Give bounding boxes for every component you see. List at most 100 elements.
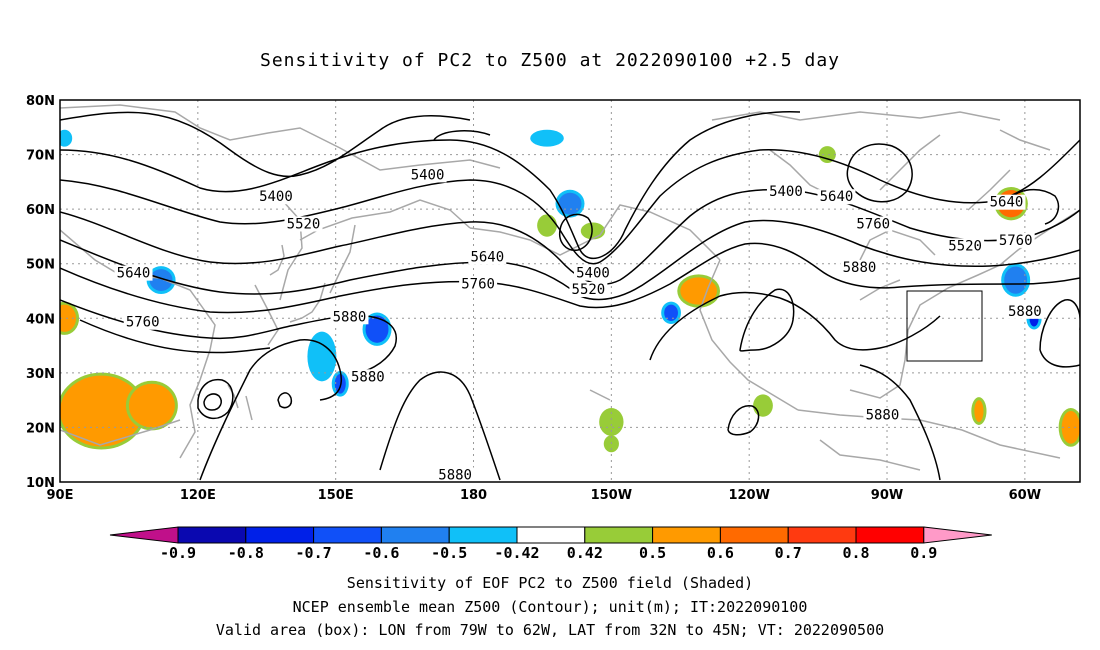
contour-label: 5400 — [576, 266, 610, 282]
sensitivity-blob — [583, 225, 603, 237]
contour-label: 5400 — [769, 184, 803, 200]
sensitivity-blob — [974, 400, 984, 422]
colorbar-low-arrow — [109, 526, 179, 544]
colorbar-label: -0.42 — [494, 544, 539, 562]
lat-tick-label: 30N — [26, 367, 55, 382]
colorbar-label: -0.5 — [431, 544, 467, 562]
contour-label: 5400 — [259, 189, 293, 205]
contour-label-bg — [284, 216, 323, 232]
contour-label: 5760 — [856, 217, 890, 233]
contour-labels: 5400540054005400552055205520564056405640… — [114, 167, 1044, 484]
lon-tick-label: 150W — [591, 488, 632, 503]
contour-label: 5640 — [117, 266, 151, 282]
contour-label-bg — [114, 265, 153, 281]
lon-tick-label: 120W — [728, 488, 769, 503]
contour-label-bg — [330, 309, 369, 325]
caption-valid-area: Valid area (box): LON from 79W to 62W, L… — [215, 621, 885, 639]
colorbar-swatch — [855, 526, 925, 544]
sensitivity-blob — [60, 304, 77, 332]
lon-tick-label: 60W — [1009, 488, 1041, 503]
contour-label-bg — [408, 167, 447, 183]
contour-label-bg — [1005, 303, 1044, 319]
sensitivity-shading-layer — [60, 129, 1080, 453]
colorbar-label: 0.5 — [639, 544, 666, 562]
lon-tick-label: 180 — [460, 488, 487, 503]
colorbar-swatch — [448, 526, 518, 544]
lat-tick-label: 10N — [26, 476, 55, 491]
contour-label: 5520 — [287, 217, 321, 233]
contour-label: 5880 — [333, 309, 367, 325]
contour-label: 5760 — [126, 315, 160, 331]
map-frame — [59, 99, 1081, 483]
contour-label-bg — [987, 194, 1026, 210]
contour-label-bg — [569, 282, 608, 297]
sensitivity-blob — [310, 334, 334, 379]
contour-label: 5760 — [999, 233, 1033, 249]
sensitivity-blob — [149, 269, 173, 292]
contour-label: 5760 — [461, 277, 495, 293]
contour-label-bg — [436, 467, 475, 483]
contour-label-bg — [854, 216, 893, 232]
caption-contour: NCEP ensemble mean Z500 (Contour); unit(… — [292, 598, 808, 616]
contour-label: 5640 — [820, 189, 854, 205]
sensitivity-blob — [540, 217, 554, 234]
colorbar-label: 0.42 — [567, 544, 603, 562]
sensitivity-blob — [680, 277, 718, 305]
sensitivity-blob — [60, 375, 143, 447]
contour-label: 5880 — [438, 468, 472, 484]
contour-label-bg — [766, 183, 805, 199]
colorbar-label: -0.6 — [363, 544, 399, 562]
sensitivity-blob — [365, 315, 389, 343]
colorbar-label: -0.9 — [160, 544, 196, 562]
z500-contours — [60, 111, 1080, 481]
lat-tick-label: 50N — [26, 258, 55, 273]
contour-label-bg — [468, 249, 507, 265]
lon-tick-label: 90E — [47, 488, 74, 503]
colorbar-swatch — [719, 526, 789, 544]
colorbar-swatch — [177, 526, 247, 544]
contour-label: 5880 — [866, 408, 900, 424]
contour-label: 5880 — [843, 260, 877, 276]
sensitivity-blob — [533, 132, 561, 144]
lon-tick-label: 90W — [871, 488, 903, 503]
valid-area-box — [906, 290, 983, 362]
sensitivity-blob — [1004, 266, 1028, 294]
lat-tick-label: 70N — [26, 149, 55, 164]
colorbar-swatch — [516, 526, 586, 544]
colorbar-swatch — [652, 526, 721, 544]
lon-tick-label: 120E — [180, 488, 216, 503]
lat-tick-label: 60N — [26, 203, 55, 218]
contour-label-bg — [946, 238, 985, 254]
colorbar-swatch — [380, 526, 450, 544]
caption-shading: Sensitivity of EOF PC2 to Z500 field (Sh… — [346, 574, 754, 592]
colorbar-swatch — [787, 526, 857, 544]
contour-label-bg — [123, 314, 162, 330]
axis-tick-labels: 90E 120E 150E 180 150W 120W 90W 60W 80N 70N 60N 50N… — [26, 94, 1041, 503]
contour-label: 5640 — [470, 249, 504, 265]
lat-tick-label: 40N — [26, 312, 55, 327]
colorbar-label: -0.8 — [228, 544, 264, 562]
contour-label-bg — [996, 232, 1035, 248]
contour-label-bg — [863, 407, 902, 423]
contour-label-bg — [817, 189, 856, 205]
colorbar-swatch — [584, 526, 654, 544]
sensitivity-blob — [128, 383, 175, 428]
contour-label: 5520 — [948, 238, 982, 254]
colorbar-label: 0.8 — [842, 544, 869, 562]
contour-label-bg — [348, 369, 387, 385]
sensitivity-blob — [756, 397, 770, 414]
colorbar-swatch — [245, 526, 315, 544]
contour-label-bg — [459, 276, 498, 292]
colorbar-label: 0.9 — [910, 544, 937, 562]
sensitivity-blob — [664, 304, 678, 322]
contour-label: 5640 — [990, 195, 1024, 211]
contour-label-bg — [573, 265, 612, 281]
sensitivity-blob — [1061, 411, 1080, 444]
contour-label: 5880 — [351, 369, 385, 385]
colorbar: -0.9 -0.8 -0.7 -0.6 -0.5 -0.42 0.42 0.5 0.6 0.7 0.… — [109, 526, 992, 562]
lat-tick-label: 80N — [26, 94, 55, 109]
sensitivity-blob — [602, 411, 621, 433]
colorbar-swatch — [313, 526, 382, 544]
colorbar-label: -0.7 — [296, 544, 332, 562]
